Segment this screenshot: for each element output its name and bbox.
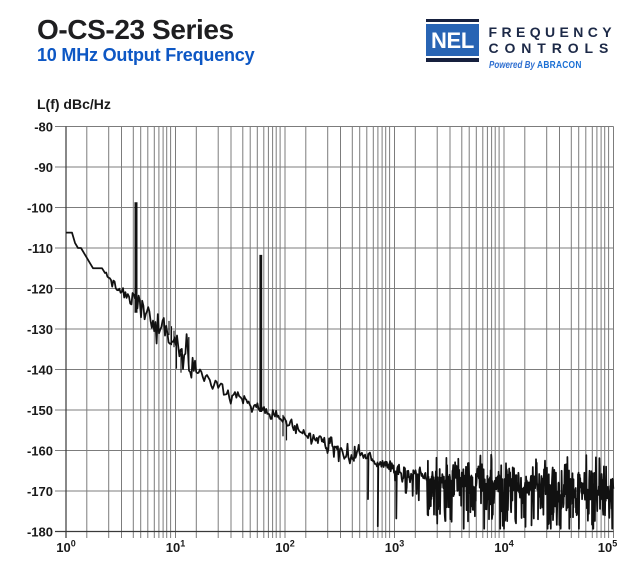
svg-text:102: 102 — [275, 538, 294, 555]
svg-text:100: 100 — [56, 538, 75, 555]
svg-text:104: 104 — [494, 538, 513, 555]
svg-text:-120: -120 — [27, 282, 53, 297]
svg-text:-140: -140 — [27, 363, 53, 378]
svg-text:-80: -80 — [34, 120, 53, 135]
svg-text:101: 101 — [166, 538, 185, 555]
svg-text:-90: -90 — [34, 160, 53, 175]
svg-text:103: 103 — [385, 538, 404, 555]
svg-text:-180: -180 — [27, 525, 53, 540]
svg-text:-110: -110 — [28, 241, 53, 256]
svg-text:105: 105 — [598, 538, 617, 555]
svg-text:-130: -130 — [27, 322, 53, 337]
svg-text:-150: -150 — [27, 403, 53, 418]
svg-text:-100: -100 — [27, 201, 53, 216]
svg-text:-160: -160 — [27, 444, 53, 459]
svg-text:-170: -170 — [27, 484, 53, 499]
